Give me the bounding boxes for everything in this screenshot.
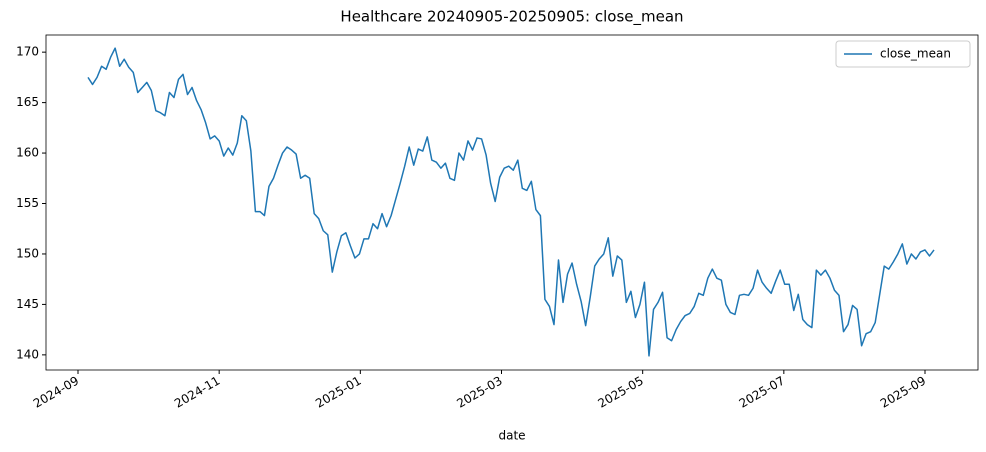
x-tick-label: 2025-07 <box>737 374 787 411</box>
x-tick-label: 2025-05 <box>595 374 645 411</box>
y-tick-label: 160 <box>16 146 39 160</box>
y-tick-label: 165 <box>16 95 39 109</box>
x-tick-label: 2025-03 <box>454 374 504 411</box>
legend: close_mean <box>835 40 971 68</box>
x-tick-label: 2024-09 <box>31 374 81 411</box>
legend-box <box>835 40 971 68</box>
legend-label: close_mean <box>880 47 951 61</box>
y-tick-label: 140 <box>16 347 39 361</box>
data-line <box>87 47 935 357</box>
y-tick-label: 150 <box>16 246 39 260</box>
x-tick-label: 2025-01 <box>313 374 363 411</box>
chart-title: Healthcare 20240905-20250905: close_mean <box>340 8 683 27</box>
y-tick-label: 170 <box>16 45 39 59</box>
x-tick-label: 2025-09 <box>878 374 928 411</box>
y-tick-label: 145 <box>16 297 39 311</box>
plot-area <box>45 34 979 371</box>
y-tick-label: 155 <box>16 196 39 210</box>
x-tick-label: 2024-11 <box>172 374 222 411</box>
x-axis-label: date <box>498 429 525 443</box>
